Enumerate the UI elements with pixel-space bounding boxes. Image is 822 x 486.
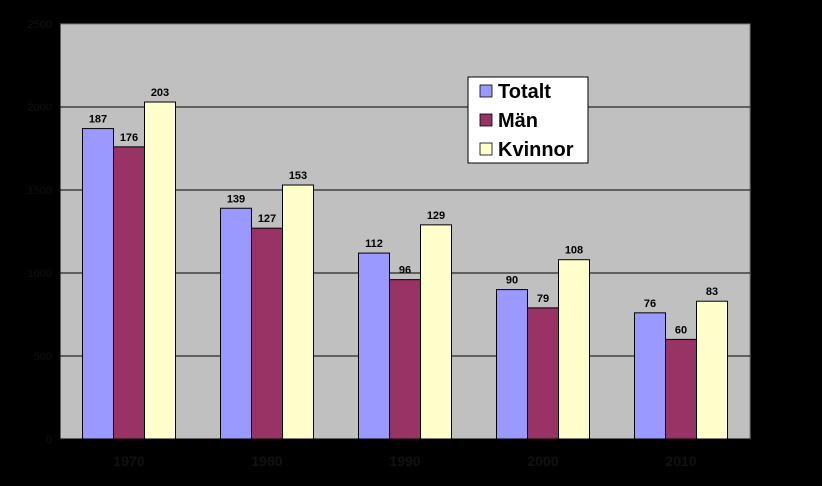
data-label: 79: [537, 293, 549, 305]
data-label: 112: [365, 238, 383, 250]
x-tick-label: 1980: [251, 453, 282, 469]
legend-swatch-totalt: [479, 84, 493, 98]
y-tick-label: 2500: [28, 19, 52, 31]
bar-1970-0: [82, 128, 114, 440]
legend-label-man: Män: [498, 110, 538, 132]
y-tick-label: 1500: [28, 185, 52, 197]
data-label: 129: [427, 210, 445, 222]
bars: [82, 101, 728, 440]
data-label: 96: [399, 265, 411, 277]
data-labels: 187 176 203 139 127 153 112 96 129 90 79 108 76 60 83: [89, 87, 718, 336]
x-tick-label: 1970: [113, 453, 144, 469]
bar-2010-1: [665, 338, 697, 440]
legend-swatch-man: [479, 113, 493, 127]
bar-2000-2: [558, 259, 590, 440]
data-label: 76: [644, 298, 656, 310]
data-label: 83: [706, 286, 718, 298]
bar-2010-0: [634, 312, 666, 440]
data-label: 127: [258, 213, 276, 225]
x-tick-label: 2010: [665, 453, 696, 469]
legend-label-kvinnor: Kvinnor: [498, 139, 574, 161]
y-tick-label: 500: [34, 351, 52, 363]
legend-label-totalt: Totalt: [498, 81, 551, 103]
bar-1970-2: [144, 101, 176, 440]
data-label: 139: [227, 193, 245, 205]
data-label: 203: [151, 87, 169, 99]
data-label: 60: [675, 324, 687, 336]
bar-1970-1: [113, 146, 145, 440]
bar-2000-0: [496, 289, 528, 440]
bar-1990-2: [420, 224, 452, 440]
data-label: 176: [120, 132, 138, 144]
bar-2010-2: [696, 300, 728, 440]
y-tick-label: 0: [46, 434, 52, 446]
bar-1980-0: [220, 207, 252, 440]
data-label: 90: [506, 275, 518, 287]
bar-1980-1: [251, 227, 283, 440]
bar-1990-1: [389, 279, 421, 440]
data-label: 108: [565, 245, 583, 257]
x-tick-label: 1990: [389, 453, 420, 469]
legend: Totalt Män Kvinnor: [467, 76, 589, 164]
bar-1980-2: [282, 184, 314, 440]
bar-1990-0: [358, 252, 390, 440]
y-axis-ticks: 0 500 1000 1500 2000 2500: [28, 19, 60, 446]
y-tick-label: 1000: [28, 268, 52, 280]
x-axis-ticks: 1970 1980 1990 2000 2010: [113, 439, 697, 469]
bar-2000-1: [527, 307, 559, 440]
x-tick-label: 2000: [527, 453, 558, 469]
y-tick-label: 2000: [28, 102, 52, 114]
data-label: 187: [89, 114, 107, 126]
data-label: 153: [289, 170, 307, 182]
legend-swatch-kvinnor: [479, 142, 493, 156]
